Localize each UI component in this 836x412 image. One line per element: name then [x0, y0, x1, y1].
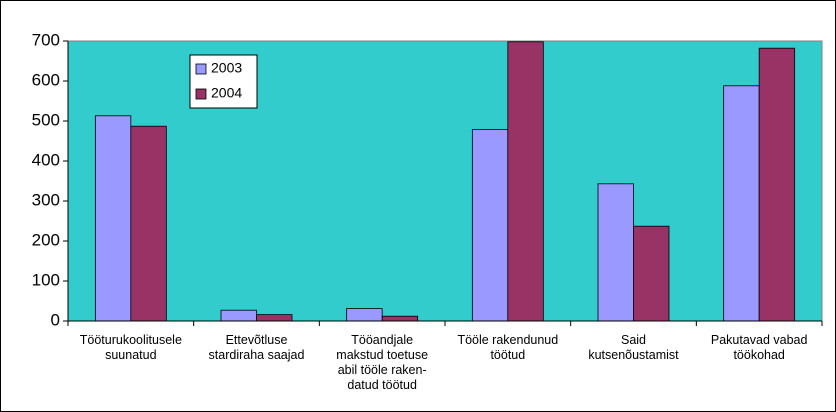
y-tick-label: 500 [32, 110, 60, 129]
bar [597, 183, 634, 322]
bar [758, 47, 796, 322]
y-tick-label: 700 [32, 30, 60, 49]
x-tick-label: Pakutavad vabad töökohad [711, 333, 808, 362]
bar [346, 308, 383, 322]
legend-swatch [195, 63, 207, 75]
bar [130, 125, 167, 322]
legend-label: 2004 [211, 85, 242, 101]
y-tick-label: 300 [32, 190, 60, 209]
bar [507, 41, 544, 322]
x-tick-label: Ettevõtluse stardiraha saajad [209, 333, 305, 362]
bar [723, 85, 760, 322]
y-tick-label: 200 [32, 230, 60, 249]
bar [381, 315, 419, 322]
bar [471, 128, 509, 322]
plot-area [67, 40, 823, 322]
x-tick-label: Said kutsenõustamist [588, 333, 679, 362]
y-tick-label: 0 [51, 310, 60, 329]
bar [220, 309, 257, 322]
legend-swatch [195, 88, 207, 100]
legend-label: 2003 [211, 60, 242, 76]
y-tick-label: 100 [32, 270, 60, 289]
y-tick-label: 400 [32, 150, 60, 169]
bar [633, 225, 670, 322]
bar [94, 115, 132, 322]
bar [256, 314, 293, 322]
y-tick-label: 600 [32, 70, 60, 89]
x-tick-label: Tööturukoolitusele suunatud [80, 333, 182, 362]
x-tick-label: Tööandjale makstud toetuse abil tööle rake… [336, 333, 428, 392]
x-tick-label: Tööle rakendunud töötud [457, 333, 558, 362]
